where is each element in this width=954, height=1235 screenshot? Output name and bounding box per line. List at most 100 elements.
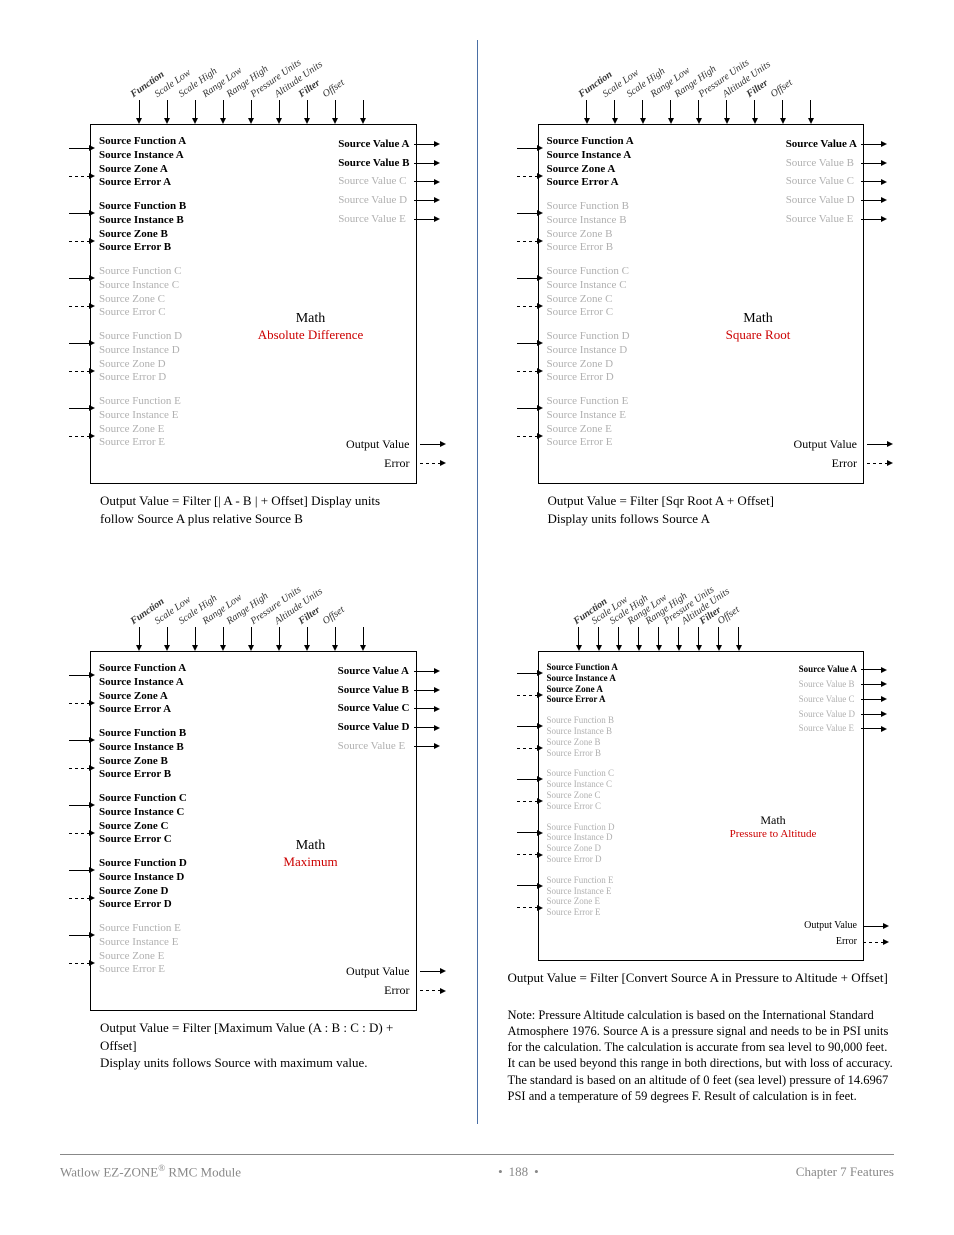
source-group-d: Source Function DSource Instance DSource… <box>547 330 856 385</box>
source-zone-label: Source Zone C <box>547 790 856 801</box>
source-function-label: Source Function C <box>547 265 856 279</box>
down-arrow-icon <box>690 627 708 651</box>
source-error-label: Source Error A <box>99 176 408 190</box>
source-zone-label: Source Zone A <box>99 690 408 704</box>
arrow-right-icon <box>517 827 543 839</box>
arrow-out-dashed-icon <box>420 988 446 994</box>
source-error-label: Source Error B <box>547 241 856 255</box>
output-section: Output ValueError <box>804 918 857 950</box>
source-error-label: Source Error D <box>99 898 408 912</box>
arrow-out-icon <box>414 216 440 222</box>
footer-right: Chapter 7 Features <box>796 1164 894 1180</box>
left-column: FunctionScale LowScale HighRange LowRang… <box>60 40 447 1124</box>
error-label: Error <box>804 934 857 950</box>
arrow-out-icon <box>414 725 440 731</box>
source-function-label: Source Function A <box>99 662 408 676</box>
down-arrow-icon <box>183 627 207 651</box>
source-arrows-a <box>517 135 543 183</box>
source-arrows-c <box>69 265 95 313</box>
source-function-label: Source Function D <box>99 857 408 871</box>
source-group-a: Source Function ASource Instance ASource… <box>99 135 408 190</box>
source-group-c: Source Function CSource Instance CSource… <box>547 768 856 811</box>
source-arrows-d <box>69 330 95 378</box>
down-arrow-icon <box>239 100 263 124</box>
source-arrows-e <box>517 875 543 914</box>
diagram-p2a: FunctionScale LowScale HighRange LowRang… <box>508 567 895 1104</box>
source-instance-label: Source Instance B <box>547 726 856 737</box>
source-instance-label: Source Instance C <box>547 279 856 293</box>
arrow-out-icon <box>861 711 887 717</box>
down-arrow-icon <box>631 100 655 124</box>
source-function-label: Source Function E <box>547 395 856 409</box>
arrow-right-dashed-icon <box>517 234 543 248</box>
down-arrow-icon <box>239 627 263 651</box>
source-instance-label: Source Instance B <box>99 214 408 228</box>
source-instance-label: Source Instance C <box>547 779 856 790</box>
down-arrow-icon <box>323 100 347 124</box>
output-value-label: Output Value <box>346 435 409 454</box>
arrow-out-icon <box>861 696 887 702</box>
source-group-d: Source Function DSource Instance DSource… <box>99 857 408 912</box>
output-section: Output ValueError <box>794 435 857 473</box>
arrow-out-icon <box>863 923 889 929</box>
source-zone-label: Source Zone A <box>99 163 408 177</box>
arrow-out-icon <box>861 179 887 185</box>
source-error-label: Source Error D <box>547 371 856 385</box>
top-label-offset: Offset <box>321 77 347 100</box>
source-arrows-e <box>517 395 543 443</box>
math-heading: Math <box>226 311 396 327</box>
arrow-out-icon <box>861 141 887 147</box>
source-function-label: Source Function C <box>547 768 856 779</box>
arrow-right-dashed-icon <box>69 826 95 840</box>
source-instance-label: Source Instance A <box>547 149 856 163</box>
source-arrows-b <box>517 715 543 754</box>
footer-left: Watlow EZ-ZONE® RMC Module <box>60 1163 241 1180</box>
source-group-a: Source Function ASource Instance ASource… <box>99 662 408 717</box>
source-zone-label: Source Zone A <box>547 684 856 695</box>
arrow-right-dashed-icon <box>69 429 95 443</box>
arrow-right-icon <box>517 667 543 679</box>
diagram-abs_diff: FunctionScale LowScale HighRange LowRang… <box>60 40 447 547</box>
source-function-label: Source Function D <box>99 330 408 344</box>
page-footer: Watlow EZ-ZONE® RMC Module •188• Chapter… <box>60 1154 894 1180</box>
down-arrow-icon <box>610 627 628 651</box>
arrow-out-icon <box>414 141 440 147</box>
source-arrows-a <box>69 662 95 710</box>
source-instance-label: Source Instance E <box>547 409 856 423</box>
source-function-label: Source Function A <box>547 135 856 149</box>
down-arrow-icon <box>127 100 151 124</box>
source-error-label: Source Error A <box>547 694 856 705</box>
source-zone-label: Source Zone B <box>99 755 408 769</box>
arrow-out-icon <box>420 968 446 974</box>
down-arrow-icon <box>743 100 767 124</box>
top-arrows <box>100 627 447 651</box>
error-label: Error <box>794 454 857 473</box>
source-arrows-d <box>517 330 543 378</box>
arrow-right-dashed-icon <box>517 169 543 183</box>
source-instance-label: Source Instance D <box>547 832 856 843</box>
source-instance-label: Source Instance A <box>99 676 408 690</box>
source-instance-label: Source Instance A <box>99 149 408 163</box>
source-instance-label: Source Instance E <box>547 886 856 897</box>
down-arrow-icon <box>155 627 179 651</box>
source-function-label: Source Function E <box>547 875 856 886</box>
arrow-right-icon <box>69 798 95 812</box>
source-arrows-a <box>69 135 95 183</box>
arrow-right-icon <box>69 928 95 942</box>
arrow-out-icon <box>414 197 440 203</box>
source-function-label: Source Function A <box>99 135 408 149</box>
arrow-right-dashed-icon <box>517 689 543 701</box>
source-instance-label: Source Instance E <box>99 409 408 423</box>
top-arrows <box>100 100 447 124</box>
source-function-label: Source Function D <box>547 822 856 833</box>
source-function-label: Source Function D <box>547 330 856 344</box>
output-section: Output ValueError <box>346 962 409 1000</box>
source-error-label: Source Error A <box>99 703 408 717</box>
down-arrow-icon <box>267 100 291 124</box>
source-function-label: Source Function B <box>99 727 408 741</box>
source-error-label: Source Error B <box>99 768 408 782</box>
math-heading: Math <box>673 311 843 327</box>
source-arrows-c <box>517 265 543 313</box>
arrow-out-icon <box>420 441 446 447</box>
source-group-b: Source Function BSource Instance BSource… <box>547 715 856 758</box>
